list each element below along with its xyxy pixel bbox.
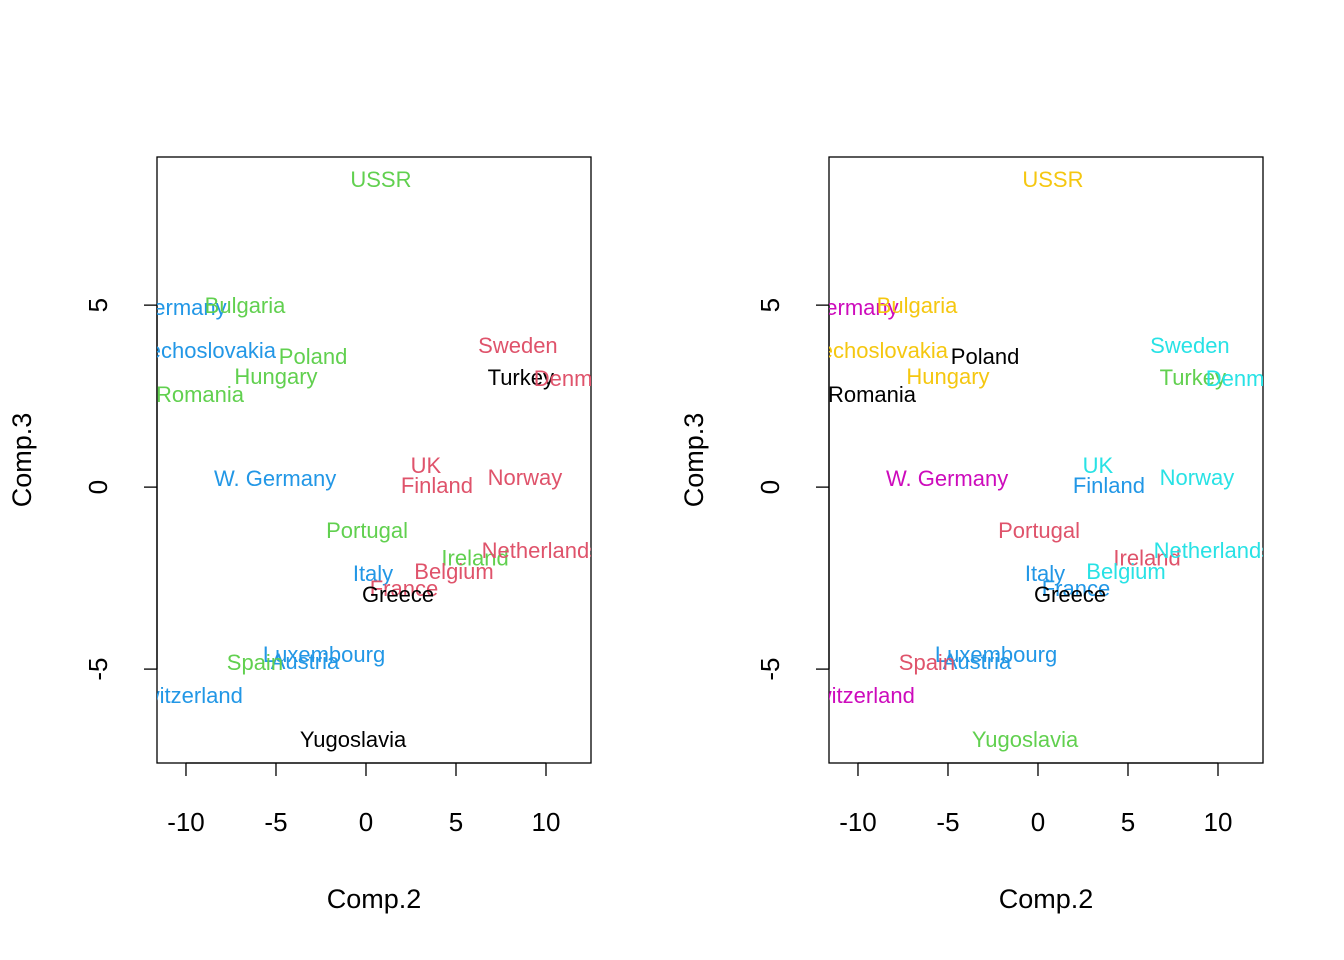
x-tick-label: 10	[532, 807, 561, 837]
point-label: Yugoslavia	[300, 727, 407, 752]
point-label: Hungary	[906, 364, 989, 389]
point-label: Portugal	[998, 518, 1080, 543]
point-label: Ireland	[441, 546, 508, 571]
point-label: Poland	[951, 344, 1020, 369]
point-label: Greece	[362, 582, 434, 607]
point-label: Czechoslovakia	[122, 338, 277, 363]
point-label: Ireland	[1113, 546, 1180, 571]
point-label: Spain	[899, 650, 955, 675]
y-tick-label: 5	[83, 298, 113, 312]
x-tick-label: -5	[936, 807, 959, 837]
point-label: Luxembourg	[935, 642, 1057, 667]
y-tick-label: -5	[83, 658, 113, 681]
point-label: Romania	[828, 382, 917, 407]
point-label: Switzerland	[801, 683, 915, 708]
point-label: Austria	[271, 649, 340, 674]
point-label: E. Germany	[109, 295, 226, 320]
point-label: Belgium	[1086, 559, 1165, 584]
point-label: Sweden	[478, 333, 558, 358]
x-axis-label: Comp.2	[999, 884, 1094, 914]
point-label: Greece	[1034, 582, 1106, 607]
point-label: E. Germany	[781, 295, 898, 320]
x-tick-label: -10	[167, 807, 205, 837]
y-axis-label: Comp.3	[679, 413, 709, 508]
point-label: Finland	[401, 473, 473, 498]
point-label: Romania	[156, 382, 245, 407]
y-tick-label: -5	[755, 658, 785, 681]
point-label: Belgium	[414, 559, 493, 584]
point-label: Czechoslovakia	[794, 338, 949, 363]
plot-box	[828, 156, 1264, 764]
point-label: UK	[1083, 453, 1114, 478]
point-label: Norway	[1160, 465, 1235, 490]
point-label: Norway	[488, 465, 563, 490]
point-label: Bulgaria	[877, 293, 958, 318]
point-label: Italy	[1025, 561, 1065, 586]
point-label: Portugal	[326, 518, 408, 543]
point-label: Spain	[227, 650, 283, 675]
point-label: USSR	[350, 167, 411, 192]
point-label: USSR	[1022, 167, 1083, 192]
point-label: Bulgaria	[205, 293, 286, 318]
y-axis-label: Comp.3	[7, 413, 37, 508]
point-label: Denmark	[1206, 366, 1296, 391]
point-label: Finland	[1073, 473, 1145, 498]
point-label: Turkey	[1160, 365, 1226, 390]
point-label: Netherlands	[1154, 538, 1273, 563]
y-tick-label: 0	[755, 480, 785, 494]
x-tick-label: 0	[1031, 807, 1045, 837]
point-label: Sweden	[1150, 333, 1230, 358]
x-axis-label: Comp.2	[327, 884, 422, 914]
x-tick-label: 5	[449, 807, 463, 837]
point-label: Italy	[353, 561, 393, 586]
point-label: Luxembourg	[263, 642, 385, 667]
point-label: Turkey	[488, 365, 554, 390]
point-label: Netherlands	[482, 538, 601, 563]
point-label: W. Germany	[214, 466, 336, 491]
point-label: Denmark	[534, 366, 624, 391]
point-label: UK	[411, 453, 442, 478]
x-tick-label: 10	[1204, 807, 1233, 837]
x-tick-label: -5	[264, 807, 287, 837]
point-label: Austria	[943, 649, 1012, 674]
x-tick-label: -10	[839, 807, 877, 837]
point-label: W. Germany	[886, 466, 1008, 491]
y-tick-label: 0	[83, 480, 113, 494]
point-label: Hungary	[234, 364, 317, 389]
point-label: Poland	[279, 344, 348, 369]
y-tick-label: 5	[755, 298, 785, 312]
x-tick-label: 5	[1121, 807, 1135, 837]
x-tick-label: 0	[359, 807, 373, 837]
point-label: France	[1042, 576, 1110, 601]
point-label: France	[370, 576, 438, 601]
point-label: Switzerland	[129, 683, 243, 708]
point-label: Yugoslavia	[972, 727, 1079, 752]
plot-box	[156, 156, 592, 764]
